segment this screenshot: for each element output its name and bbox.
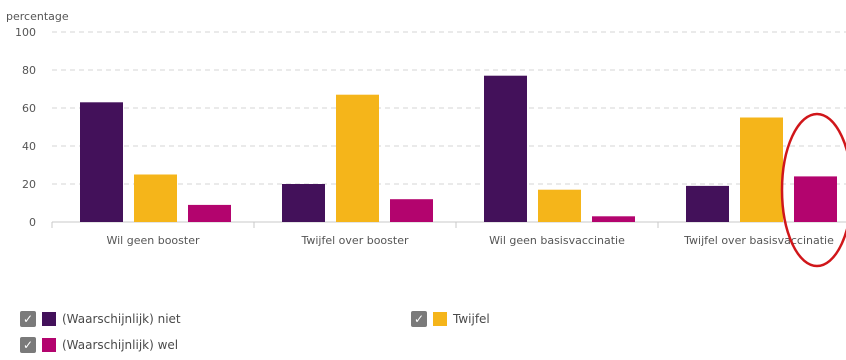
legend-swatch [433,312,447,326]
legend-item-niet[interactable]: ✓ (Waarschijnlijk) niet [20,311,181,327]
checkbox-icon[interactable]: ✓ [20,337,36,353]
category-label: Twijfel over basisvaccinatie [683,234,834,247]
y-tick-labels: 0 20 40 60 80 100 [15,26,36,229]
legend-item-twijfel[interactable]: ✓ Twijfel [411,311,490,327]
bar[interactable] [80,102,123,222]
bar[interactable] [282,184,325,222]
bar[interactable] [538,189,581,222]
legend-item-wel[interactable]: ✓ (Waarschijnlijk) wel [20,337,178,353]
bar[interactable] [484,75,527,222]
y-tick-label: 60 [22,102,36,115]
category-label: Wil geen booster [106,234,199,247]
legend-label: (Waarschijnlijk) wel [62,338,179,352]
category-label: Twijfel over booster [300,234,408,247]
legend-swatch [42,338,56,352]
legend-swatch [42,312,56,326]
bar[interactable] [686,185,729,222]
y-tick-label: 0 [29,216,36,229]
bar[interactable] [134,174,177,223]
y-tick-label: 20 [22,178,36,191]
category-labels: Wil geen booster Twijfel over booster Wil … [106,234,834,247]
y-tick-label: 80 [22,64,36,77]
bar[interactable] [188,204,231,222]
highlight-ellipse [780,112,846,268]
y-axis-title: percentage [6,10,69,23]
checkbox-icon[interactable]: ✓ [411,311,427,327]
category-label: Wil geen basisvaccinatie [489,234,625,247]
checkbox-icon[interactable]: ✓ [20,311,36,327]
legend: ✓ (Waarschijnlijk) niet ✓ Twijfel ✓ (Waa… [0,300,846,360]
bar[interactable] [336,94,379,222]
legend-label: (Waarschijnlijk) niet [62,312,181,326]
bar[interactable] [390,199,433,222]
bar[interactable] [740,117,783,223]
y-tick-label: 100 [15,26,36,39]
bar-chart: percentage 0 20 40 60 80 100 Wil geen booster… [6,10,846,268]
legend-label: Twijfel [453,312,490,326]
bar[interactable] [794,176,837,222]
y-tick-label: 40 [22,140,36,153]
bars [80,75,837,223]
bar[interactable] [592,216,635,222]
